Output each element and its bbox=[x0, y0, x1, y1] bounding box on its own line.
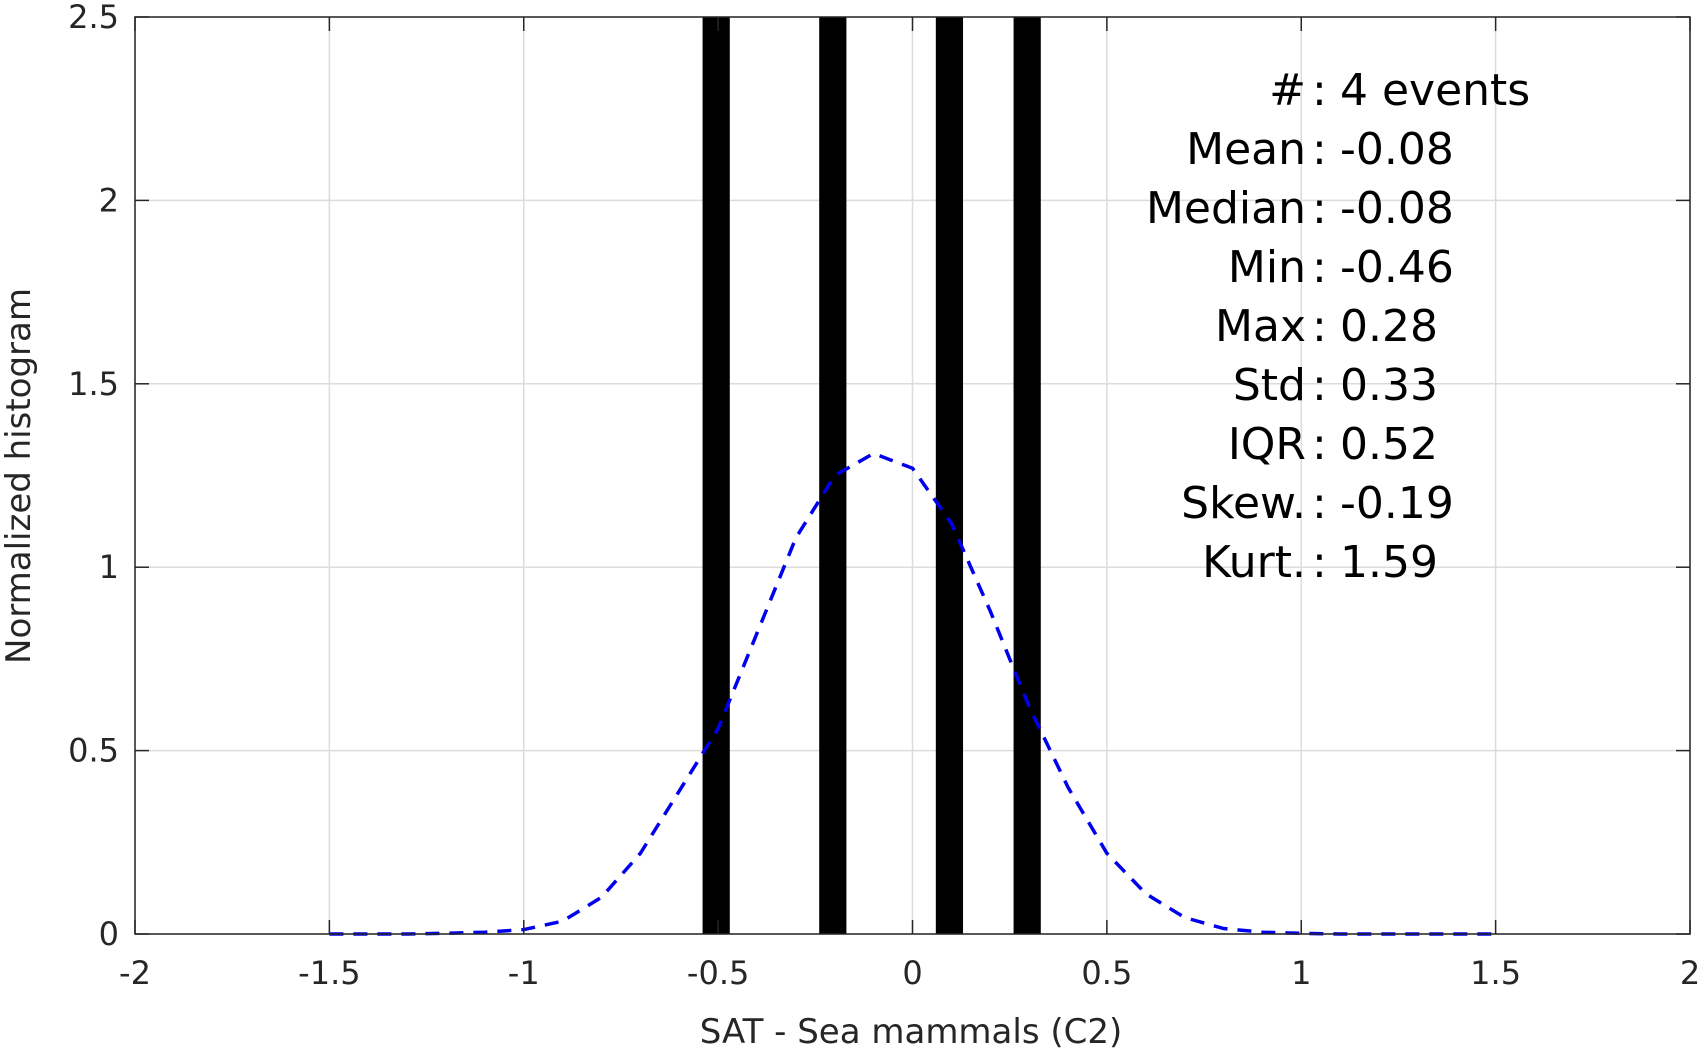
x-tick-label: 1 bbox=[1291, 954, 1311, 992]
stat-key: Std bbox=[1233, 360, 1306, 411]
stat-value: -0.46 bbox=[1340, 242, 1454, 293]
y-tick-label: 0.5 bbox=[68, 732, 119, 770]
stat-colon: : bbox=[1312, 301, 1327, 352]
stat-colon: : bbox=[1312, 478, 1327, 529]
stat-colon: : bbox=[1312, 65, 1327, 116]
stat-value: -0.08 bbox=[1340, 124, 1454, 175]
stat-value: 1.59 bbox=[1340, 537, 1438, 588]
histogram-bars bbox=[702, 17, 1041, 934]
stat-key: IQR bbox=[1228, 419, 1306, 470]
stat-value: 4 events bbox=[1340, 65, 1530, 116]
stat-colon: : bbox=[1312, 360, 1327, 411]
y-tick-label: 0 bbox=[99, 915, 119, 953]
stat-value: 0.28 bbox=[1340, 301, 1438, 352]
x-tick-label: 0 bbox=[902, 954, 922, 992]
stat-colon: : bbox=[1312, 124, 1327, 175]
x-tick-label: -1.5 bbox=[298, 954, 360, 992]
x-tick-label: 1.5 bbox=[1470, 954, 1521, 992]
stat-row: Mean : -0.08 bbox=[1186, 124, 1454, 175]
x-axis-label: SAT - Sea mammals (C2) bbox=[700, 1012, 1123, 1052]
stat-key: Kurt. bbox=[1202, 537, 1306, 588]
stat-key: Max bbox=[1215, 301, 1306, 352]
stat-row: Std :0.33 bbox=[1233, 360, 1438, 411]
histogram-bar bbox=[702, 17, 730, 934]
stat-value: -0.19 bbox=[1340, 478, 1454, 529]
stat-row: IQR :0.52 bbox=[1228, 419, 1438, 470]
y-tick-label: 1 bbox=[99, 548, 119, 586]
histogram-bar bbox=[935, 17, 964, 934]
y-tick-label: 1.5 bbox=[68, 365, 119, 403]
stat-row: Skew. : -0.19 bbox=[1181, 478, 1454, 529]
axes bbox=[134, 16, 1691, 935]
stat-colon: : bbox=[1312, 537, 1327, 588]
stat-key: Median bbox=[1146, 183, 1306, 234]
stat-colon: : bbox=[1312, 242, 1327, 293]
stat-key: # bbox=[1269, 65, 1306, 116]
stat-colon: : bbox=[1312, 183, 1327, 234]
y-tick-label: 2 bbox=[99, 181, 119, 219]
stat-value: 0.33 bbox=[1340, 360, 1438, 411]
stat-key: Mean bbox=[1186, 124, 1306, 175]
stat-value: 0.52 bbox=[1340, 419, 1438, 470]
stat-colon: : bbox=[1312, 419, 1327, 470]
histogram-bar bbox=[819, 17, 847, 934]
histogram-bar bbox=[1013, 17, 1041, 934]
stat-key: Min bbox=[1228, 242, 1306, 293]
stat-row: # :4 events bbox=[1269, 65, 1530, 116]
x-tick-label: 0.5 bbox=[1081, 954, 1132, 992]
stat-value: -0.08 bbox=[1340, 183, 1454, 234]
stat-row: Kurt. :1.59 bbox=[1202, 537, 1438, 588]
stat-key: Skew. bbox=[1181, 478, 1306, 529]
stat-row: Max :0.28 bbox=[1215, 301, 1438, 352]
x-tick-label: 2 bbox=[1680, 954, 1700, 992]
x-tick-label: -2 bbox=[119, 954, 151, 992]
stat-row: Median : -0.08 bbox=[1146, 183, 1454, 234]
stat-row: Min : -0.46 bbox=[1228, 242, 1454, 293]
tick-labels: -2 -1.5 -1 -0.5 0 0.5 1 1.5 2 0 0.5 1 1.5 2 2.5 bbox=[68, 0, 1700, 992]
y-axis-label: Normalized histogram bbox=[0, 288, 39, 664]
x-tick-label: -0.5 bbox=[687, 954, 749, 992]
y-tick-label: 2.5 bbox=[68, 0, 119, 36]
x-tick-label: -1 bbox=[508, 954, 540, 992]
